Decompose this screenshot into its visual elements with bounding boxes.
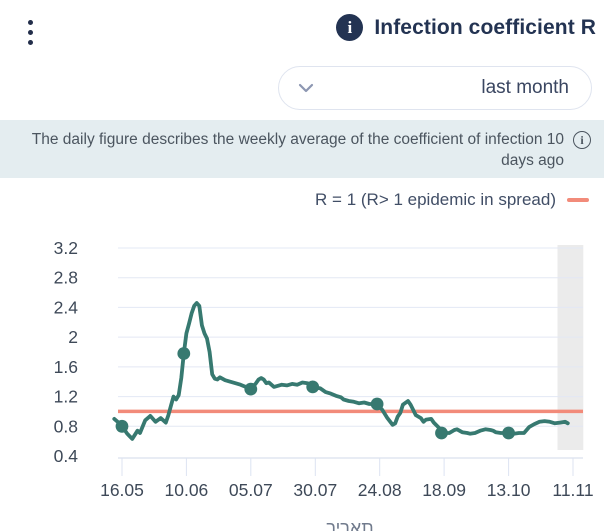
y-tick-label: 0.4: [54, 446, 79, 466]
reference-line-swatch: [567, 198, 589, 202]
kebab-menu-button[interactable]: [18, 12, 42, 52]
kebab-dot: [27, 39, 33, 45]
x-tick-label: 13.10: [487, 480, 531, 500]
x-tick-label: 24.08: [358, 480, 402, 500]
y-tick-label: 2.8: [54, 268, 78, 288]
r-series-line: [112, 301, 570, 441]
x-tick-label: 16.05: [100, 480, 144, 500]
banner-text: The daily figure describes the weekly av…: [31, 131, 564, 169]
y-tick-label: 1.6: [54, 357, 78, 377]
data-point-marker: [306, 380, 320, 394]
legend-label: R = 1 (R> 1 epidemic in spread): [315, 190, 556, 209]
y-tick-label: 0.8: [54, 416, 78, 436]
description-banner: The daily figure describes the weekly av…: [0, 120, 604, 178]
x-tick-label: 05.07: [229, 480, 273, 500]
x-tick-label: 30.07: [293, 480, 337, 500]
period-dropdown[interactable]: last month: [278, 66, 592, 110]
data-point-marker: [435, 426, 448, 440]
legend: R = 1 (R> 1 epidemic in spread): [315, 190, 589, 210]
chevron-down-icon: [298, 83, 314, 93]
y-tick-label: 3.2: [54, 238, 78, 258]
data-point-marker: [502, 426, 515, 440]
kebab-dot: [27, 19, 33, 25]
info-filled-icon[interactable]: i: [336, 14, 364, 41]
x-tick-label: 10.06: [165, 480, 209, 500]
y-tick-label: 2: [68, 327, 78, 347]
info-outline-icon[interactable]: i: [573, 131, 591, 149]
x-tick-label: 18.09: [422, 480, 466, 500]
x-axis-title: תאריך: [326, 518, 373, 531]
data-point-marker: [115, 419, 129, 433]
x-tick-label: 11.11: [552, 480, 593, 500]
y-tick-label: 1.2: [54, 387, 78, 407]
kebab-dot: [27, 29, 33, 35]
chart-header: i Infection coefficient R: [336, 14, 596, 41]
data-point-marker: [177, 347, 191, 360]
page-title: Infection coefficient R: [374, 15, 596, 39]
data-point-marker: [244, 382, 258, 396]
period-dropdown-value: last month: [481, 77, 569, 98]
y-tick-label: 2.4: [54, 297, 79, 317]
data-point-marker: [370, 397, 384, 411]
no-data-band: [557, 245, 584, 450]
